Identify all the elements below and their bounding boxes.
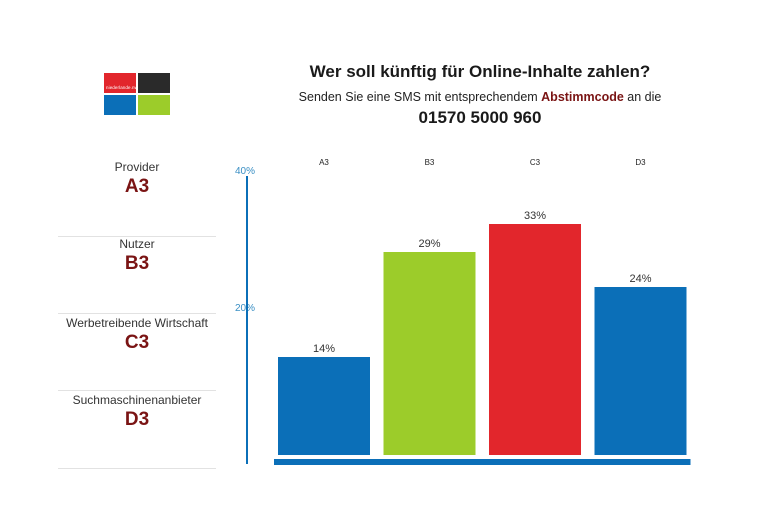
bar-b3 [383,252,476,455]
category-label-c3: C3 [530,158,541,167]
bar-c3 [489,224,581,455]
legend-divider [58,390,216,391]
page-subtitle: Senden Sie eine SMS mit entsprechendem A… [240,90,720,104]
logo-blue-tile [104,95,136,115]
logo-red-tile [104,73,136,93]
logo-green-tile [138,95,170,115]
category-label-b3: B3 [425,158,435,167]
legend-name: Nutzer [119,237,155,251]
category-label-d3: D3 [635,158,646,167]
legend-divider [58,236,216,237]
legend-divider [58,468,216,469]
subtitle-pre: Senden Sie eine SMS mit entsprechendem [298,90,542,104]
y-tick-label-20: 20% [235,303,256,314]
subtitle-post: an die [623,90,662,104]
bar-a3 [278,357,370,455]
legend-item-a3: Provider A3 [58,160,216,198]
legend-name: Werbetreibende Wirtschaft [66,316,208,330]
category-label-a3: A3 [319,158,329,167]
logo-dark-tile [138,73,170,93]
subtitle-highlight: Abstimmcode [541,90,624,104]
legend-name: Suchmaschinenanbieter [72,393,202,407]
phone-number: 01570 5000 960 [418,108,542,127]
legend-code: D3 [124,409,150,430]
legend-item-d3: Suchmaschinenanbieter D3 [58,393,216,431]
legend-item-c3: Werbetreibende Wirtschaft C3 [58,316,216,354]
value-label-a3: 14% [313,343,335,355]
legend-item-b3: Nutzer B3 [58,237,216,275]
logo: niederlande.nw [104,73,170,115]
y-tick-label-40: 40% [235,166,256,177]
legend-code: A3 [124,176,150,197]
legend-code: B3 [124,253,150,274]
bar-d3 [594,287,687,455]
legend-name: Provider [114,160,160,174]
value-label-c3: 33% [524,210,546,222]
legend-divider [58,313,216,314]
value-label-b3: 29% [418,238,440,250]
page-title: Wer soll künftig für Online-Inhalte zahl… [309,62,651,81]
baseline-strip [274,459,691,465]
legend-code: C3 [124,332,150,353]
value-label-d3: 24% [629,273,651,285]
logo-text: niederlande.nw [106,85,138,90]
